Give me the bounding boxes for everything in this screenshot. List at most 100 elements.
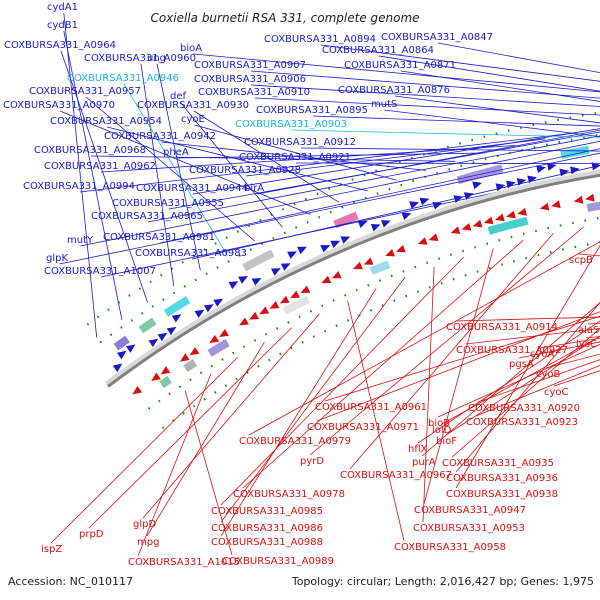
minus-strand-arrow [396, 244, 406, 253]
plus-strand-labels: cydA1 cydB1 COXBURSA331_A0964 COXBURSA331_A… [3, 2, 493, 277]
plus-strand-arrow [381, 220, 391, 228]
minus-gene-callout [146, 341, 265, 537]
genome-summary-label: Topology: circular; Length: 2,016,427 bp… [291, 575, 594, 588]
plus-gene-label: COXBURSA331_A0964 [4, 40, 116, 51]
plus-gene-label: COXBURSA331_A0954 [50, 116, 162, 127]
minus-gene-label: COXBURSA331_A1015 [128, 557, 240, 568]
minus-gene-label: COXBURSA331_A0927 [456, 345, 568, 356]
minus-gene-callout [445, 335, 600, 436]
minus-gene-callout [421, 302, 600, 457]
plus-gene-label: COXBURSA331_A0962 [44, 161, 156, 172]
plus-gene-callout [295, 162, 600, 165]
plus-strand-arrow [453, 195, 464, 203]
plus-gene-label: COXBURSA331_A0965 [91, 211, 203, 222]
plus-strand-arrow [401, 212, 412, 220]
plus-gene-label: COXBURSA331_A0942 [104, 131, 216, 142]
plus-strand-arrow [238, 276, 248, 284]
minus-gene-label: COXBURSA331_A0971 [307, 422, 419, 433]
minus-strand-arrow [300, 285, 311, 293]
minus-feature-block [207, 339, 230, 357]
minus-strand-arrow [573, 195, 584, 204]
plus-gene-callout [437, 42, 600, 74]
minus-strand-arrow [189, 347, 200, 356]
accession-label: Accession: NC_010117 [8, 575, 133, 588]
minus-strand-labels: scpB COXBURSA331_A0914 alaS lysC COXBURSA331… [41, 255, 599, 568]
plus-gene-callout [106, 126, 368, 192]
minus-strand-arrows [132, 193, 595, 395]
plus-gene-label: mutS [371, 99, 397, 110]
minus-strand-arrow [219, 329, 229, 337]
minus-strand-arrow [517, 207, 527, 216]
minus-feature-block [183, 359, 198, 373]
minus-strand-callouts [50, 226, 600, 557]
plus-gene-label: COXBURSA331_A0876 [338, 85, 450, 96]
minus-gene-callout [423, 248, 494, 505]
plus-gene-label: COXBURSA331_A0921 [239, 152, 351, 163]
minus-gene-label: cyoC [544, 387, 569, 398]
minus-gene-callout [324, 315, 600, 402]
minus-gene-label: bioB [428, 418, 450, 429]
plus-strand-arrow [297, 246, 307, 255]
minus-gene-label: hflX [408, 444, 428, 455]
genome-backbone [107, 173, 600, 388]
plus-feature-block [138, 317, 157, 334]
minus-gene-label: ispZ [41, 544, 62, 555]
minus-gene-callout [455, 302, 600, 473]
plus-gene-label: COXBURSA331_A0912 [244, 137, 356, 148]
plus-strand-arrow [419, 197, 430, 206]
minus-gene-label: cyoA [530, 349, 555, 360]
minus-strand-arrow [585, 193, 595, 202]
plus-strand-arrows [112, 162, 600, 373]
minus-strand-arrow [385, 249, 395, 257]
plus-strand-arrow [340, 236, 351, 244]
minus-gene-callout [349, 232, 554, 470]
minus-strand-arrow [551, 200, 561, 209]
plus-strand-arrow [171, 314, 182, 323]
plus-gene-callout [59, 110, 311, 215]
plus-gene-callout [192, 128, 600, 195]
minus-gene-callout [88, 327, 293, 529]
minus-gene-callout [242, 240, 524, 489]
plus-strand-arrow [506, 180, 516, 189]
minus-feature-block [487, 216, 529, 235]
minus-gene-label: glpD [133, 519, 156, 530]
plus-gene-callout [79, 132, 576, 193]
plus-gene-label: COXBURSA331_A0981 [103, 232, 215, 243]
minus-gene-callout [347, 300, 405, 542]
plus-gene-callout [123, 83, 228, 256]
minus-gene-callout [422, 266, 435, 523]
plus-strand-arrow [203, 304, 214, 313]
plus-strand-arrow [495, 183, 506, 192]
plus-gene-label: COXBURSA331_A0968 [34, 145, 146, 156]
minus-gene-label: COXBURSA331_A0936 [446, 473, 558, 484]
minus-feature-block [369, 260, 391, 275]
plus-strand-arrow [559, 168, 569, 177]
plus-gene-label: COXBURSA331_A0871 [344, 60, 456, 71]
minus-gene-label: pyrD [300, 456, 324, 467]
minus-gene-label: COXBURSA331_A0920 [468, 403, 580, 414]
minus-strand-arrow [450, 226, 461, 234]
plus-gene-callout [378, 55, 600, 92]
plus-strand-arrow [330, 240, 341, 248]
plus-gene-label: COXBURSA331_A0907 [194, 60, 306, 71]
plus-strand-arrow [157, 332, 168, 342]
plus-strand-arrow [370, 224, 381, 232]
minus-gene-callout [441, 336, 600, 425]
plus-gene-label: COXBURSA331_A0983 [135, 248, 247, 259]
plus-strand-arrow [527, 175, 537, 184]
plus-strand-arrow [547, 163, 557, 171]
plus-gene-callout [90, 155, 456, 162]
minus-gene-label: purA [412, 457, 436, 468]
plus-gene-label: COXBURSA331_A0970 [3, 100, 115, 111]
plus-gene-callout [63, 12, 98, 338]
minus-gene-label: pgsA [509, 359, 534, 370]
plus-gene-label: cydB1 [47, 20, 78, 31]
plus-gene-callout [194, 124, 397, 181]
minus-gene-callout [437, 343, 600, 418]
minus-gene-label: cyoB [536, 369, 561, 380]
minus-strand-arrow [290, 290, 300, 299]
plus-gene-label: COXBURSA331_A0944 [136, 183, 248, 194]
minus-gene-callout [417, 320, 600, 444]
plus-strand-arrow [516, 178, 527, 186]
